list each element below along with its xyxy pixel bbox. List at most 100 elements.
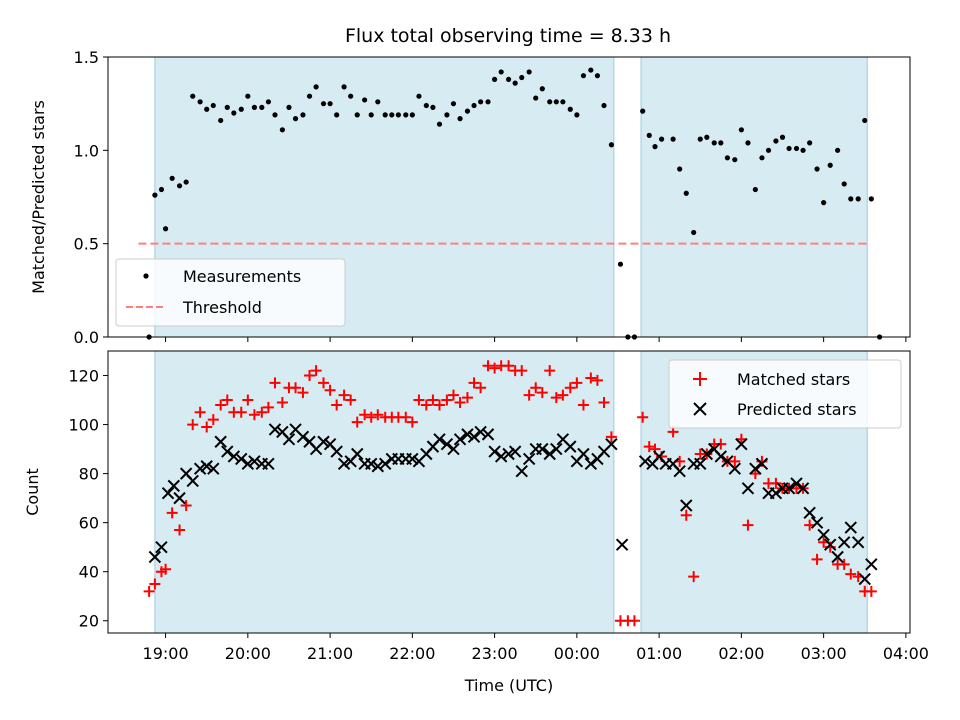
x-tick-label: 02:00 <box>718 644 764 663</box>
matched-star-point <box>318 377 330 389</box>
measurement-point <box>389 112 395 118</box>
measurement-point <box>732 157 738 163</box>
matched-star-point <box>536 387 548 399</box>
predicted-star-point <box>155 540 168 554</box>
measurement-point <box>471 102 477 109</box>
matched-star-point <box>338 389 350 401</box>
matched-star-point <box>433 399 445 411</box>
matched-star-point <box>770 477 782 489</box>
measurement-point <box>841 181 847 187</box>
predicted-star-point <box>200 460 213 473</box>
matched-star-point <box>591 374 603 386</box>
measurement-point <box>245 93 251 99</box>
measurement-point <box>505 76 512 82</box>
predicted-star-point <box>673 464 686 478</box>
x-tick-label: 04:00 <box>883 644 929 663</box>
matched-star-point <box>628 615 640 627</box>
predicted-star-point <box>844 521 857 534</box>
measurement-point <box>793 145 800 152</box>
measurement-point <box>745 140 751 146</box>
measurement-point <box>697 136 703 142</box>
measurement-point <box>464 108 471 114</box>
matched-star-point <box>447 389 459 401</box>
measurement-point <box>827 162 833 168</box>
top-legend-box <box>115 258 346 327</box>
predicted-star-point <box>235 452 248 466</box>
matched-star-point <box>297 387 309 399</box>
measurement-point <box>704 134 710 140</box>
measurement-point <box>292 116 299 122</box>
measurement-point <box>601 102 607 109</box>
measurement-point <box>341 84 347 90</box>
matched-star-point <box>413 394 425 406</box>
measurement-point <box>652 144 658 150</box>
top-x-ticks <box>165 337 907 342</box>
measurement-point <box>683 190 689 196</box>
measurement-point <box>313 84 319 90</box>
matched-star-point <box>351 416 363 428</box>
matched-star-point <box>742 519 754 531</box>
predicted-star-point <box>851 536 865 549</box>
measurement-point <box>608 142 615 148</box>
predicted-star-point <box>447 442 460 456</box>
measurement-point <box>286 104 292 110</box>
x-tick-label: 01:00 <box>636 644 682 663</box>
measurement-point <box>512 80 518 86</box>
matched-star-point <box>331 399 343 411</box>
predicted-star-point <box>810 516 824 529</box>
bottom-y-tick-label: 100 <box>68 416 99 435</box>
predicted-star-point <box>638 455 652 468</box>
matched-star-point <box>248 409 260 421</box>
predicted-star-point <box>467 430 481 444</box>
measurement-point <box>306 93 313 99</box>
matched-star-point <box>482 360 494 372</box>
matched-star-point <box>557 389 569 401</box>
legend-matched-label: Matched stars <box>737 370 850 389</box>
measurement-point <box>348 93 354 99</box>
bottom-legend: Matched stars Predicted stars <box>668 359 902 429</box>
matched-star-point <box>276 396 288 408</box>
measurement-point <box>855 196 861 202</box>
predicted-star-point <box>406 452 419 466</box>
measurement-point <box>691 229 697 236</box>
measurement-point <box>485 99 491 105</box>
matched-star-point <box>304 370 316 382</box>
matched-star-point <box>544 365 556 377</box>
predicted-star-point <box>694 457 707 471</box>
matched-star-point <box>441 394 453 406</box>
measurement-point <box>450 101 457 107</box>
predicted-star-point <box>865 558 878 571</box>
predicted-star-point <box>481 428 495 441</box>
measurement-point <box>718 140 724 146</box>
matched-star-point <box>262 401 274 413</box>
measurement-point <box>190 93 196 99</box>
legend-predicted-marker <box>693 402 707 416</box>
measurement-point <box>640 108 646 114</box>
x-tick-label: 21:00 <box>307 644 353 663</box>
matched-star-point <box>215 399 227 411</box>
matched-star-point <box>564 382 576 394</box>
measurement-point <box>814 166 820 172</box>
predicted-star-point <box>494 450 508 463</box>
bottom-plot-frame <box>107 350 911 634</box>
measurement-point <box>658 136 665 142</box>
predicted-star-point <box>735 437 748 451</box>
matched-star-point <box>468 377 480 389</box>
chart-title: Flux total observing time = 8.33 h <box>345 25 671 47</box>
predicted-star-point <box>817 528 830 542</box>
measurement-point <box>300 112 306 118</box>
predicted-star-point <box>262 457 275 471</box>
measurement-point <box>519 74 525 81</box>
predicted-star-point <box>378 457 392 471</box>
predicted-star-point <box>502 447 515 461</box>
measurement-point <box>617 261 624 267</box>
measurement-point <box>848 196 854 202</box>
matched-star-point <box>400 411 412 423</box>
measurement-point <box>197 99 203 105</box>
predicted-star-point <box>186 474 199 488</box>
predicted-star-point <box>605 437 618 451</box>
matched-star-point <box>242 394 254 406</box>
measurement-point <box>478 99 484 105</box>
matched-star-point <box>180 499 192 511</box>
matched-star-point <box>359 409 371 421</box>
